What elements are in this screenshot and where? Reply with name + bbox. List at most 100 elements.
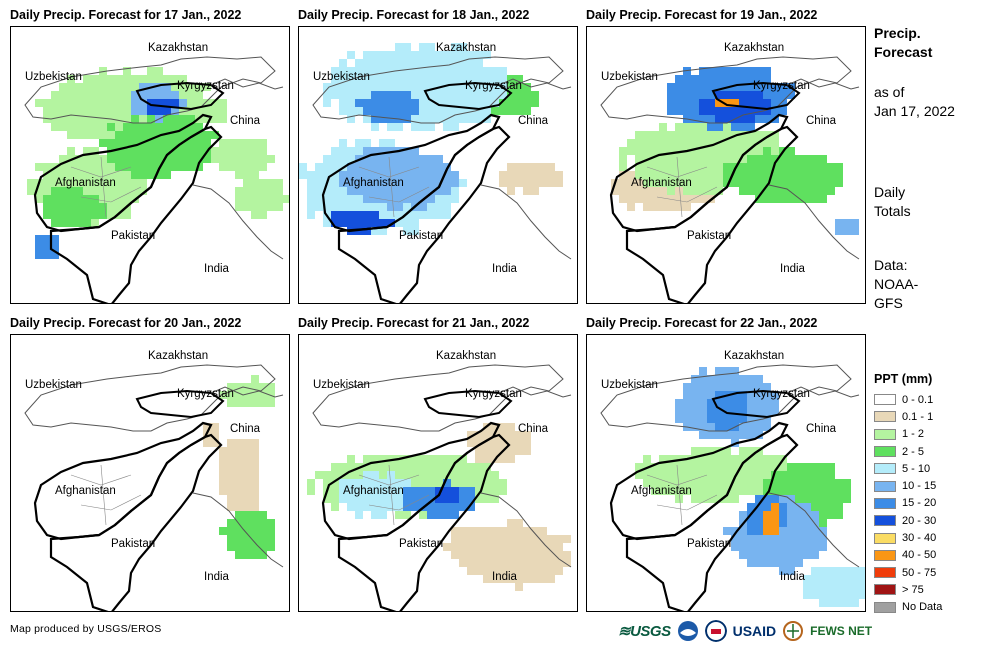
precip-cell [403,203,411,211]
precip-cell [651,139,659,147]
precip-cell [475,463,483,471]
precip-cell [131,147,139,155]
precip-cell [699,423,707,431]
precip-cell [691,179,699,187]
precip-cell [643,187,651,195]
precip-cell [163,139,171,147]
precip-cell [715,179,723,187]
precip-cell [115,139,123,147]
precip-cell [683,479,691,487]
legend-label: 15 - 20 [902,497,937,510]
precip-cell [131,75,139,83]
india-border [480,492,572,568]
precip-cell [755,131,763,139]
country-label-afghanistan: Afghanistan [55,485,116,497]
precip-cell [43,163,51,171]
precip-cell [443,91,451,99]
precip-cell [515,99,523,107]
precip-cell [763,147,771,155]
precip-cell [707,407,715,415]
precip-cell [723,471,731,479]
precip-cell [747,75,755,83]
precip-cell [139,179,147,187]
precip-cell [235,511,243,519]
precip-cell [739,107,747,115]
precip-cell [691,195,699,203]
precip-cell [411,83,419,91]
precip-cell [723,447,731,455]
precip-cell [483,471,491,479]
precip-cell [107,139,115,147]
precip-cell [139,147,147,155]
country-label-india: India [204,571,230,583]
precip-cell [467,59,475,67]
precip-cell [411,155,419,163]
precip-cell [419,479,427,487]
precip-cell [451,471,459,479]
forecast-map: Kazakhstan Uzbekistan Kyrgyzstan China Afgha… [10,26,290,304]
precip-cell [395,51,403,59]
precip-cell [659,471,667,479]
precip-cell [323,99,331,107]
precip-cell [755,187,763,195]
precip-cell [379,211,387,219]
precip-cell [147,171,155,179]
precip-cell [395,487,403,495]
precip-cell [355,67,363,75]
precip-cell [435,195,443,203]
precip-cell [779,511,787,519]
precip-cell [427,99,435,107]
precip-cell [419,211,427,219]
precip-cell [611,187,619,195]
precip-cell [523,91,531,99]
precip-cell [747,107,755,115]
precip-cell [779,171,787,179]
precip-cell [811,463,819,471]
precip-cell [51,179,59,187]
precip-cell [667,179,675,187]
precip-cell [435,99,443,107]
country-label-afghanistan: Afghanistan [55,177,116,189]
pakistan-border [625,433,799,611]
precip-cell [43,243,51,251]
precip-cell [699,91,707,99]
precip-cell [811,583,819,591]
precip-cell [451,195,459,203]
panel-title: Daily Precip. Forecast for 22 Jan., 2022 [586,316,818,330]
precip-cell [139,99,147,107]
precip-cell [211,431,219,439]
precip-cell [379,495,387,503]
precip-cell [379,91,387,99]
precip-cell [235,195,243,203]
precip-cell [243,187,251,195]
precip-cell [67,91,75,99]
precip-cell [483,75,491,83]
precip-cell [83,147,91,155]
precip-cell [675,123,683,131]
country-label-kyrgyzstan: Kyrgyzstan [465,388,522,400]
precip-cell [83,115,91,123]
precip-cell [59,187,67,195]
precip-cell [227,471,235,479]
kyrgyzstan-border [423,389,513,419]
precip-cell [123,91,131,99]
precip-cell [395,511,403,519]
precip-cell [451,123,459,131]
precip-cell [675,187,683,195]
precip-cell [531,187,539,195]
precip-cell [443,487,451,495]
precip-cell [707,75,715,83]
precip-cell [795,471,803,479]
precip-cell [91,115,99,123]
country-borders [24,364,284,611]
precip-cell [91,179,99,187]
precip-cell [787,195,795,203]
country-borders [312,56,572,303]
precip-cell [675,415,683,423]
precip-cell [251,399,259,407]
precip-cell [715,147,723,155]
precip-cell [819,527,827,535]
precip-cell [811,179,819,187]
precip-cell [747,147,755,155]
precip-cell [491,559,499,567]
